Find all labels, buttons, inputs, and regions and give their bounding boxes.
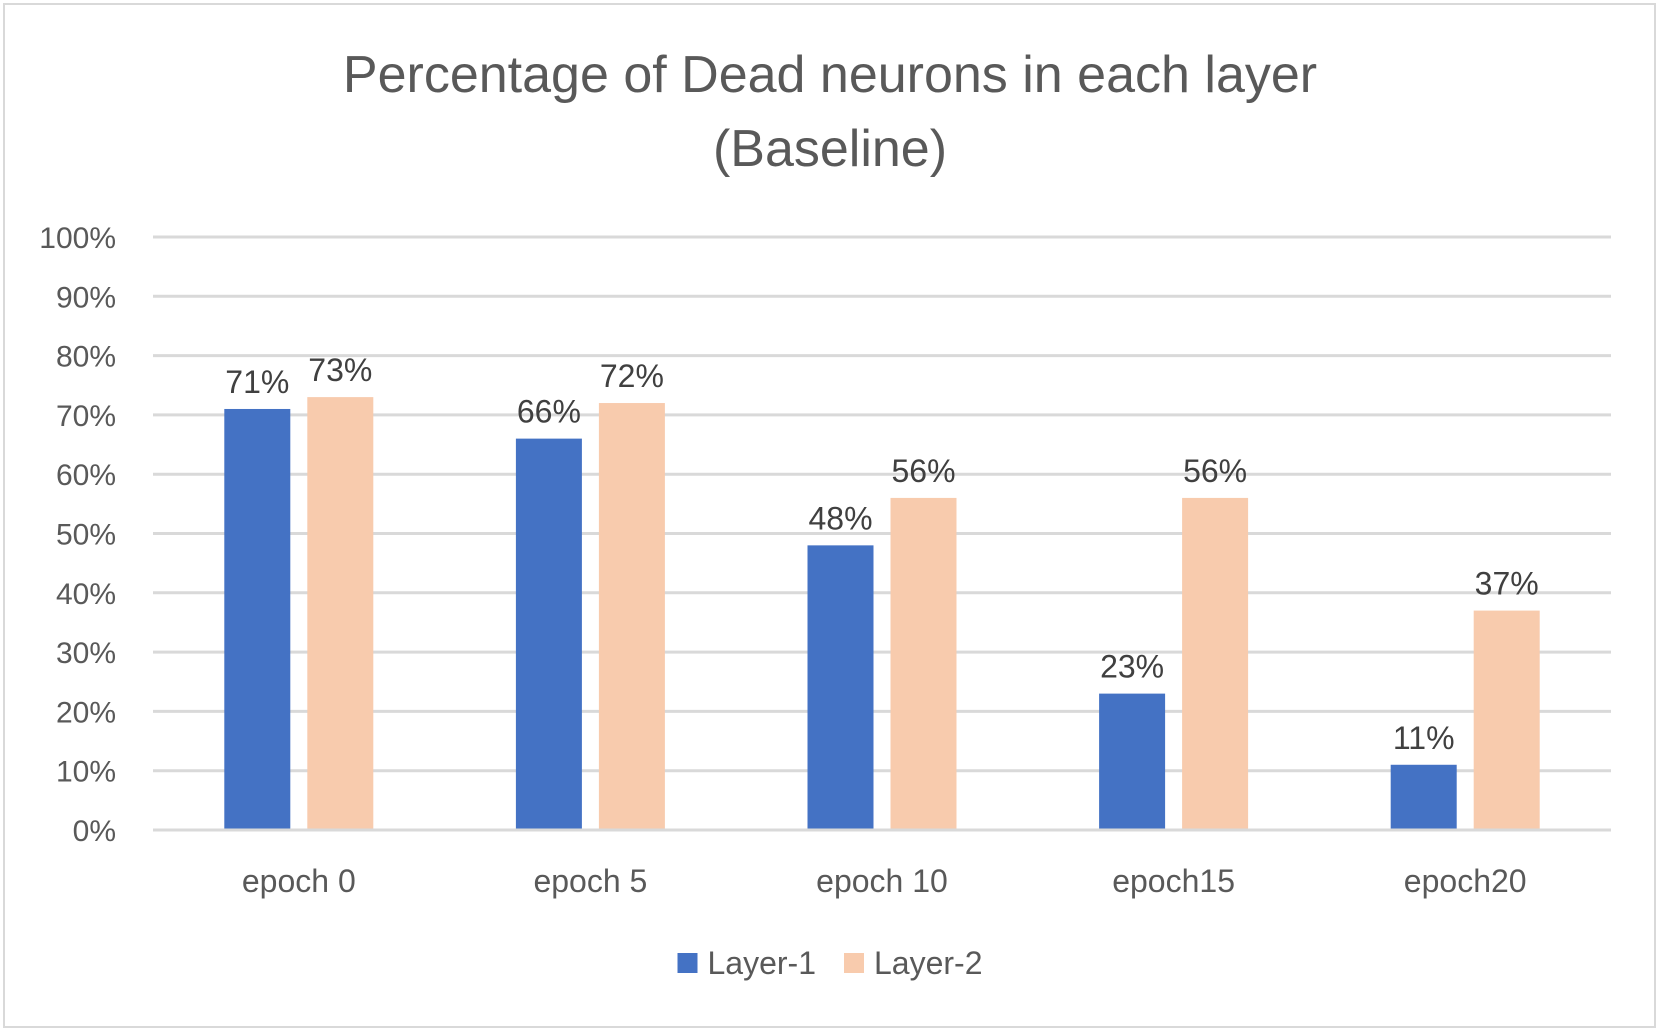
y-tick-label: 90%	[56, 281, 116, 314]
chart-title-line-2: (Baseline)	[713, 120, 947, 178]
gridlines	[153, 235, 1611, 773]
y-tick-label: 80%	[56, 341, 116, 374]
bar-layer-1-epoch20	[1390, 764, 1457, 830]
legend-label: Layer-2	[874, 945, 983, 981]
x-category-label: epoch20	[1404, 863, 1527, 899]
legend-item-layer-1: Layer-1	[677, 945, 817, 981]
chart-title: Percentage of Dead neurons in each layer…	[343, 46, 1317, 178]
x-category-label: epoch 5	[533, 863, 647, 899]
x-category-label: epoch 10	[816, 863, 948, 899]
bar-layer-2-epoch20	[1473, 610, 1540, 830]
data-label: 72%	[600, 358, 664, 394]
data-label: 66%	[517, 394, 581, 430]
bar-layer-2-epoch-0	[307, 397, 374, 830]
data-label: 11%	[1393, 720, 1455, 756]
bars	[224, 397, 1540, 830]
x-category-label: epoch 0	[242, 863, 356, 899]
data-label: 56%	[891, 453, 955, 489]
y-tick-label: 60%	[56, 459, 116, 492]
y-tick-label: 0%	[73, 815, 116, 848]
y-axis-tick-labels: 0% 10% 20% 30% 40% 50% 60% 70% 80% 90% 100%	[39, 222, 116, 848]
x-axis-category-labels: epoch 0 epoch 5 epoch 10 epoch15 epoch20	[242, 863, 1527, 899]
data-label: 56%	[1183, 453, 1247, 489]
legend: Layer-1 Layer-2	[677, 945, 983, 981]
legend-item-layer-2: Layer-2	[844, 945, 983, 981]
x-category-label: epoch15	[1112, 863, 1235, 899]
bar-layer-2-epoch15	[1182, 497, 1249, 830]
data-label: 23%	[1100, 649, 1164, 685]
y-tick-label: 100%	[39, 222, 116, 255]
y-tick-label: 40%	[56, 578, 116, 611]
data-label: 48%	[808, 500, 872, 536]
bar-layer-2-epoch-10	[890, 497, 957, 830]
bar-layer-2-epoch-5	[598, 403, 665, 830]
bar-layer-1-epoch-5	[515, 438, 582, 830]
data-labels: 71% 73% 66% 72% 48% 56% 23% 56% 11% 37%	[225, 352, 1538, 756]
data-label: 37%	[1475, 566, 1539, 602]
chart-title-line-1: Percentage of Dead neurons in each layer	[343, 46, 1317, 104]
bar-layer-1-epoch15	[1099, 693, 1166, 830]
bar-layer-1-epoch-0	[224, 408, 291, 830]
y-tick-label: 20%	[56, 696, 116, 729]
y-tick-label: 50%	[56, 519, 116, 552]
bar-layer-1-epoch-10	[807, 545, 874, 830]
legend-label: Layer-1	[708, 945, 817, 981]
legend-swatch	[677, 953, 698, 973]
data-label: 73%	[308, 352, 372, 388]
legend-swatch	[844, 953, 864, 973]
y-tick-label: 30%	[56, 637, 116, 670]
data-label: 71%	[225, 364, 289, 400]
y-tick-label: 70%	[56, 400, 116, 433]
y-tick-label: 10%	[56, 756, 116, 789]
